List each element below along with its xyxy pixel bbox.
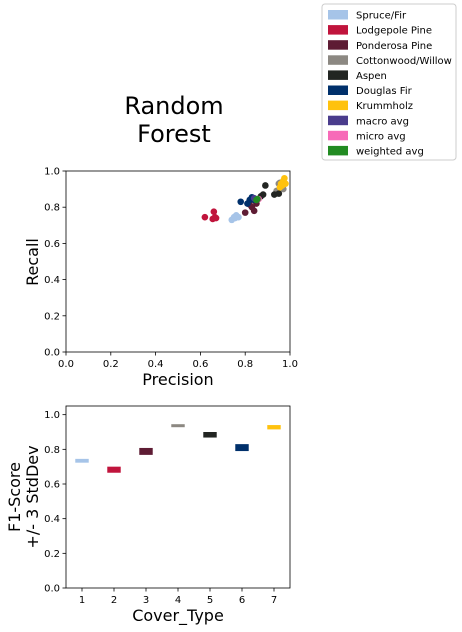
scatter-point: [281, 174, 288, 182]
legend-swatch: [328, 130, 348, 141]
f1-ytick-label: 1.0: [44, 410, 60, 421]
scatter-ytick-label: 0.0: [44, 348, 60, 359]
f1-bar: [171, 424, 185, 428]
scatter-ytick-label: 0.2: [44, 311, 60, 322]
scatter-xlabel: Precision: [142, 370, 213, 389]
legend-swatch: [328, 100, 348, 111]
scatter-point: [210, 208, 218, 216]
legend-label: macro avg: [356, 116, 409, 127]
f1-ytick-label: 0.0: [44, 584, 60, 595]
f1-xtick-label: 1: [79, 595, 85, 606]
f1-bar: [267, 425, 281, 430]
scatter-xtick-label: 0.6: [192, 359, 208, 370]
chart-title-line-2: Forest: [137, 120, 211, 148]
scatter-point: [250, 207, 258, 215]
legend-swatch: [328, 145, 348, 156]
f1-ytick-label: 0.8: [44, 445, 60, 456]
scatter-ytick-label: 0.8: [44, 203, 60, 214]
f1-xtick-label: 4: [175, 595, 181, 606]
scatter-ytick-label: 0.4: [44, 275, 60, 286]
f1-bar: [203, 432, 217, 438]
scatter-point: [253, 196, 260, 204]
legend-swatch: [328, 40, 348, 50]
f1-xtick-label: 5: [207, 595, 213, 606]
scatter-point: [211, 213, 219, 221]
scatter-point: [241, 209, 249, 216]
legend-label: weighted avg: [356, 147, 424, 158]
f1-plot-area: [65, 405, 291, 589]
legend-label: Spruce/Fir: [356, 11, 407, 22]
f1-bar: [75, 458, 89, 463]
legend-swatch: [328, 10, 348, 20]
scatter-xtick-label: 0.2: [103, 359, 119, 370]
scatter-ylabel: Recall: [23, 238, 42, 286]
f1-xtick-label: 2: [111, 595, 117, 606]
f1-xtick-label: 7: [271, 595, 277, 606]
legend-frame: [321, 3, 457, 161]
f1-ytick-label: 0.6: [44, 480, 60, 491]
scatter-ytick-label: 1.0: [44, 167, 60, 178]
f1-ytick-label: 0.2: [44, 549, 60, 560]
f1-bar: [235, 444, 249, 452]
legend-label: Lodgepole Pine: [356, 26, 432, 37]
f1-xlabel: Cover_Type: [132, 606, 224, 626]
scatter-point: [275, 190, 283, 197]
f1-ylabel-line-1: F1-Score: [5, 462, 24, 532]
f1-xtick-label: 3: [143, 595, 149, 606]
f1-bar: [139, 447, 153, 455]
scatter-xtick-label: 1.0: [282, 359, 298, 370]
scatter-ytick-label: 0.6: [44, 239, 60, 250]
legend-swatch: [328, 25, 348, 35]
scatter-xtick-label: 0.8: [237, 359, 253, 370]
legend-label: Douglas Fir: [356, 86, 413, 97]
f1-plot: 1 2 3 4 5 6 7 0.0 0.2 0.4 0.6 0.8 1.0 Cover_Type F1…: [5, 405, 291, 626]
f1-ylabel-line-2: +/- 3 StdDev: [23, 445, 42, 548]
legend-label: Cottonwood/Willow: [356, 56, 452, 67]
scatter-point: [237, 198, 245, 206]
legend: Spruce/Fir Lodgepole Pine Ponderosa Pine Co…: [321, 3, 457, 161]
legend-label: Aspen: [356, 71, 387, 82]
scatter-plot: 0.0 0.2 0.4 0.6 0.8 1.0 0.0 0.2 0.4 0.6 0.8 1.0 Pr…: [23, 167, 298, 390]
legend-swatch: [328, 55, 348, 65]
legend-swatch: [328, 115, 348, 126]
scatter-point: [278, 182, 286, 189]
scatter-xtick-label: 0.4: [148, 359, 164, 370]
legend-label: micro avg: [356, 131, 406, 142]
scatter-point: [201, 213, 209, 221]
scatter-xtick-label: 0.0: [58, 359, 74, 370]
chart-title-line-1: Random: [124, 92, 223, 120]
scatter-point: [262, 182, 269, 189]
legend-swatch: [328, 70, 348, 80]
f1-ytick-label: 0.4: [44, 514, 60, 525]
legend-swatch: [328, 85, 348, 95]
legend-label: Krummholz: [356, 101, 413, 112]
f1-xtick-label: 6: [239, 595, 245, 606]
f1-bar: [107, 466, 121, 473]
scatter-point: [244, 200, 251, 207]
legend-label: Ponderosa Pine: [356, 41, 432, 52]
scatter-point: [231, 214, 239, 222]
